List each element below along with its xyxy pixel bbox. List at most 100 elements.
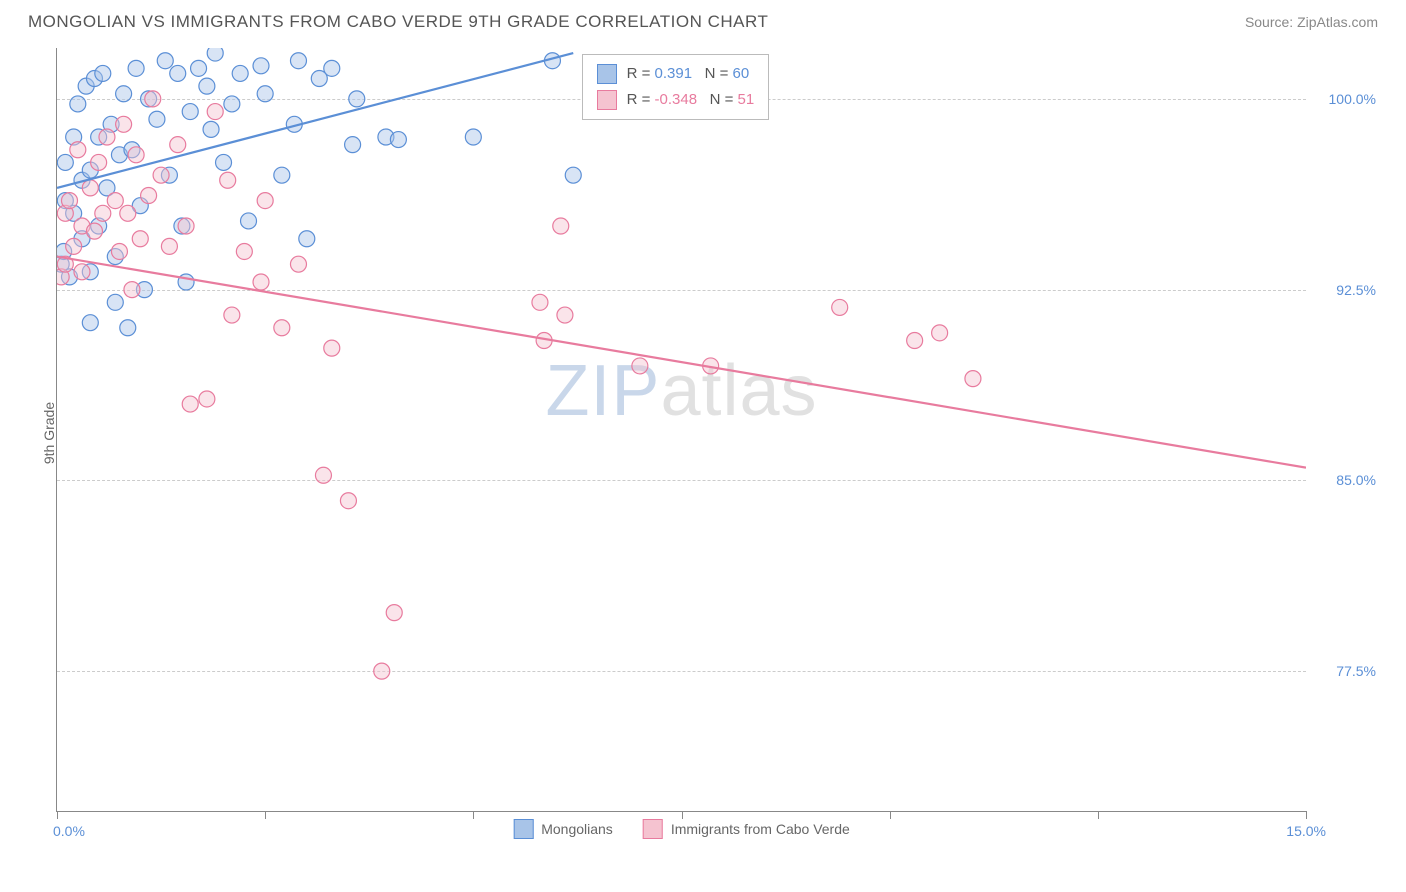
scatter-point: [232, 65, 248, 81]
scatter-point: [57, 154, 73, 170]
scatter-point: [99, 129, 115, 145]
scatter-point: [170, 65, 186, 81]
scatter-point: [257, 86, 273, 102]
source-label: Source: ZipAtlas.com: [1245, 14, 1378, 30]
scatter-point: [532, 294, 548, 310]
n-value-2: 51: [738, 91, 755, 108]
scatter-point: [182, 396, 198, 412]
legend-row-series-1: R = 0.391 N = 60: [597, 61, 755, 87]
x-max-label: 15.0%: [1286, 823, 1326, 839]
bottom-label-1: Mongolians: [541, 821, 613, 837]
x-tick: [682, 811, 683, 819]
bottom-legend-item-1: Mongolians: [513, 819, 613, 839]
scatter-point: [153, 167, 169, 183]
scatter-point: [290, 53, 306, 69]
scatter-point: [299, 231, 315, 247]
scatter-point: [141, 188, 157, 204]
scatter-point: [95, 205, 111, 221]
y-tick-label: 100.0%: [1329, 91, 1376, 107]
scatter-point: [116, 86, 132, 102]
chart-svg: [57, 48, 1306, 811]
scatter-point: [349, 91, 365, 107]
scatter-point: [315, 467, 331, 483]
scatter-point: [216, 154, 232, 170]
scatter-point: [224, 307, 240, 323]
x-tick: [57, 811, 58, 819]
scatter-point: [107, 193, 123, 209]
scatter-point: [253, 274, 269, 290]
scatter-point: [324, 60, 340, 76]
scatter-point: [120, 320, 136, 336]
legend-stats-2: R = -0.348 N = 51: [627, 87, 755, 113]
x-min-label: 0.0%: [53, 823, 85, 839]
scatter-point: [82, 315, 98, 331]
legend-swatch-2: [597, 90, 617, 110]
r-value-1: 0.391: [655, 65, 693, 82]
bottom-label-2: Immigrants from Cabo Verde: [671, 821, 850, 837]
scatter-point: [203, 121, 219, 137]
scatter-point: [128, 60, 144, 76]
legend-stats-1: R = 0.391 N = 60: [627, 61, 750, 87]
scatter-point: [91, 154, 107, 170]
scatter-point: [86, 223, 102, 239]
scatter-point: [465, 129, 481, 145]
scatter-point: [120, 205, 136, 221]
scatter-point: [61, 193, 77, 209]
y-tick-label: 92.5%: [1336, 282, 1376, 298]
legend-swatch-1: [597, 64, 617, 84]
scatter-point: [832, 299, 848, 315]
bottom-swatch-2: [643, 819, 663, 839]
x-tick: [473, 811, 474, 819]
bottom-legend-item-2: Immigrants from Cabo Verde: [643, 819, 850, 839]
chart-area: 9th Grade ZIPatlas R = 0.391 N = 60 R = …: [48, 48, 1386, 842]
correlation-legend: R = 0.391 N = 60 R = -0.348 N = 51: [582, 54, 770, 120]
scatter-point: [191, 60, 207, 76]
scatter-point: [182, 104, 198, 120]
plot-region: ZIPatlas R = 0.391 N = 60 R = -0.348 N =: [56, 48, 1306, 812]
scatter-point: [107, 294, 123, 310]
scatter-point: [932, 325, 948, 341]
scatter-point: [82, 180, 98, 196]
trend-line: [57, 257, 1306, 468]
scatter-point: [128, 147, 144, 163]
chart-title: MONGOLIAN VS IMMIGRANTS FROM CABO VERDE …: [28, 12, 768, 32]
scatter-point: [66, 238, 82, 254]
scatter-point: [236, 243, 252, 259]
x-tick: [1098, 811, 1099, 819]
scatter-point: [290, 256, 306, 272]
y-tick-label: 77.5%: [1336, 663, 1376, 679]
scatter-point: [965, 371, 981, 387]
scatter-point: [70, 142, 86, 158]
scatter-point: [374, 663, 390, 679]
header: MONGOLIAN VS IMMIGRANTS FROM CABO VERDE …: [0, 0, 1406, 40]
bottom-swatch-1: [513, 819, 533, 839]
scatter-point: [557, 307, 573, 323]
scatter-point: [274, 167, 290, 183]
y-tick-label: 85.0%: [1336, 472, 1376, 488]
scatter-point: [553, 218, 569, 234]
scatter-point: [224, 96, 240, 112]
legend-row-series-2: R = -0.348 N = 51: [597, 87, 755, 113]
scatter-point: [70, 96, 86, 112]
scatter-point: [207, 48, 223, 61]
bottom-legend: Mongolians Immigrants from Cabo Verde: [513, 819, 850, 839]
n-value-1: 60: [733, 65, 750, 82]
scatter-point: [274, 320, 290, 336]
scatter-point: [199, 391, 215, 407]
scatter-point: [386, 605, 402, 621]
scatter-point: [149, 111, 165, 127]
scatter-point: [257, 193, 273, 209]
scatter-point: [324, 340, 340, 356]
scatter-point: [132, 231, 148, 247]
scatter-point: [632, 358, 648, 374]
scatter-point: [145, 91, 161, 107]
scatter-point: [241, 213, 257, 229]
x-tick: [1306, 811, 1307, 819]
scatter-point: [116, 116, 132, 132]
x-tick: [890, 811, 891, 819]
scatter-point: [345, 137, 361, 153]
scatter-point: [157, 53, 173, 69]
scatter-point: [207, 104, 223, 120]
scatter-point: [161, 238, 177, 254]
scatter-point: [95, 65, 111, 81]
